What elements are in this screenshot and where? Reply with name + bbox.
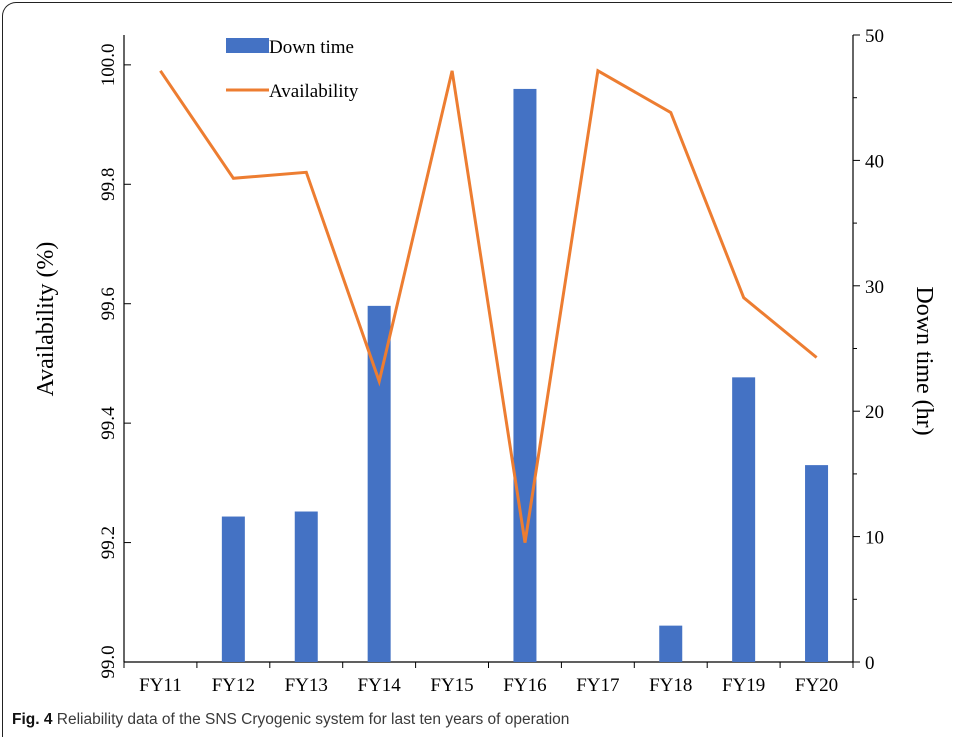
bar-fy20 (805, 465, 829, 662)
x-tick-label-fy15: FY15 (430, 675, 473, 696)
left-tick-label: 100.0 (98, 43, 119, 86)
legend: Down time Availability (226, 37, 359, 102)
combo-chart: 99.0 99.2 99.4 99.6 99.8 100.0 0 10 20 30 40 50 FY… (33, 26, 937, 696)
right-axis: 0 10 20 30 40 50 (853, 26, 884, 674)
x-tick-label-fy18: FY18 (649, 675, 692, 696)
x-tick-label-fy20: FY20 (795, 675, 838, 696)
figure-caption: Fig. 4 Reliability data of the SNS Cryog… (12, 711, 569, 729)
legend-label-down-time: Down time (269, 37, 354, 58)
right-tick-label: 40 (865, 151, 884, 172)
x-tick-label-fy13: FY13 (285, 675, 328, 696)
legend-swatch-down-time (226, 38, 269, 53)
left-tick-label: 99.6 (98, 287, 119, 320)
left-tick-label: 99.2 (98, 526, 119, 559)
x-tick-label-fy11: FY11 (139, 675, 182, 696)
right-tick-label: 50 (865, 26, 884, 47)
bar-fy18 (659, 625, 683, 662)
caption-label: Fig. 4 (12, 711, 53, 728)
caption-text: Reliability data of the SNS Cryogenic sy… (56, 711, 570, 728)
x-tick-label-fy19: FY19 (722, 675, 765, 696)
bar-fy14 (367, 305, 391, 662)
x-tick-label-fy16: FY16 (503, 675, 546, 696)
bar-fy16 (513, 88, 537, 662)
right-tick-label: 0 (865, 653, 875, 674)
right-tick-label: 10 (865, 528, 884, 549)
right-axis-title: Down time (hr) (911, 286, 937, 435)
right-tick-label: 20 (865, 402, 884, 423)
availability-line (159, 68, 818, 543)
line-series (159, 68, 818, 543)
bar-fy19 (732, 377, 756, 662)
right-tick-label: 30 (865, 277, 884, 298)
x-tick-label-fy14: FY14 (358, 675, 402, 696)
left-tick-label: 99.0 (98, 645, 119, 678)
x-axis: FY11 FY12 FY13 FY14 FY15 FY16 FY17 FY18 FY19 FY20 (123, 662, 854, 696)
left-axis: 99.0 99.2 99.4 99.6 99.8 100.0 (98, 43, 131, 679)
left-axis-title: Availability (%) (33, 242, 59, 397)
bar-fy12 (221, 516, 245, 662)
x-tick-label-fy12: FY12 (212, 675, 255, 696)
left-tick-label: 99.8 (98, 168, 119, 201)
left-tick-label: 99.4 (98, 406, 119, 440)
x-tick-label-fy17: FY17 (576, 675, 619, 696)
bar-fy13 (294, 511, 318, 662)
legend-label-availability: Availability (269, 81, 359, 102)
bar-series (221, 88, 829, 662)
